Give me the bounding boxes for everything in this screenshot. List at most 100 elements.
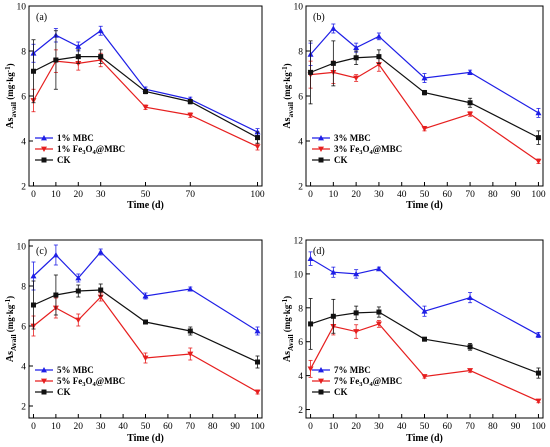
y-axis-title-unit: (mg·kg <box>282 72 292 102</box>
y-axis-title-subscript: Avail <box>286 334 295 351</box>
data-point <box>467 111 474 117</box>
x-axis: 0 10 20 30 40 50 60 70 80 90 100 <box>308 414 546 432</box>
y-axis: 2 4 6 8 10 12 <box>294 237 310 416</box>
x-tick-label: 0 <box>31 190 36 200</box>
y-axis-title-main: As <box>5 351 16 362</box>
data-point <box>535 135 541 141</box>
legend-label: CK <box>57 387 71 397</box>
x-tick-label: 20 <box>351 422 361 432</box>
legend-marker <box>318 389 324 395</box>
data-point <box>254 144 261 150</box>
legend-marker <box>318 378 324 384</box>
x-tick-label: 20 <box>74 190 84 200</box>
y-tick-label: 8 <box>21 48 26 58</box>
x-axis: 0 10 20 30 40 50 60 70 80 90 100 <box>31 414 265 432</box>
x-tick-label: 30 <box>96 190 106 200</box>
x-tick-label: 20 <box>74 422 84 432</box>
data-point <box>98 287 104 293</box>
legend-label-part: 1% MBC <box>57 133 94 143</box>
data-point <box>255 359 261 365</box>
y-axis-title-close: ) <box>282 63 292 66</box>
x-tick-label: 20 <box>351 190 361 200</box>
legend-marker <box>41 157 47 163</box>
data-point <box>467 294 474 301</box>
x-tick-label: 70 <box>465 422 475 432</box>
data-point <box>187 286 194 292</box>
y-tick-label: 10 <box>17 243 27 253</box>
y-tick-label: 6 <box>298 93 303 103</box>
data-point <box>375 33 382 39</box>
y-tick-label: 4 <box>298 372 303 382</box>
series-1 <box>307 251 542 338</box>
x-tick-label: 90 <box>230 422 240 432</box>
y-axis-title-exponent: -1 <box>4 66 12 72</box>
y-tick-label: 8 <box>298 48 303 58</box>
data-point <box>535 158 542 165</box>
y-axis-title-subscript: avail <box>9 102 18 117</box>
chart-panel-4: 0 10 20 30 40 50 60 70 80 90 100 2 4 6 8 10 12 Time (d) As… <box>281 237 546 445</box>
data-point <box>97 249 104 255</box>
y-axis-title-unit: (mg·kg <box>282 304 292 334</box>
data-point <box>75 317 82 323</box>
data-point <box>353 44 360 51</box>
chart-panel-2: 0 10 20 30 40 50 60 70 80 90 100 2 4 6 8 10 Time (d) Asav… <box>281 3 546 212</box>
series-line <box>33 251 258 332</box>
legend-label-part: @MBC <box>373 144 402 154</box>
data-point <box>375 321 382 327</box>
legend-label-part: CK <box>334 155 348 165</box>
series-3 <box>308 298 541 379</box>
data-point <box>142 355 149 361</box>
x-tick-label: 0 <box>308 190 313 200</box>
data-point <box>75 288 81 294</box>
y-tick-label: 12 <box>294 237 304 247</box>
legend-marker <box>41 378 47 384</box>
x-tick-label: 50 <box>141 422 151 432</box>
y-tick-label: 6 <box>298 338 303 348</box>
data-point <box>254 328 261 334</box>
data-point <box>353 310 359 316</box>
chart-panel-3: 0 10 20 30 40 50 60 70 80 90 100 2 4 6 8 10 Time (d) AsAv… <box>4 239 265 444</box>
y-axis-title: AsAvail (mg·kg-1) <box>281 296 295 362</box>
y-axis-title-close: ) <box>5 63 15 66</box>
legend-label-subscript: 4 <box>93 149 97 156</box>
x-tick-label: 60 <box>443 422 453 432</box>
data-point <box>330 60 336 66</box>
data-point <box>307 255 314 262</box>
legend-label-part: 5% Fe <box>57 376 82 386</box>
series-line <box>33 29 258 133</box>
series-1 <box>307 23 542 118</box>
series-line <box>33 56 258 139</box>
data-point <box>187 99 193 105</box>
y-tick-label: 2 <box>21 403 26 413</box>
panel-label: (b) <box>313 12 325 23</box>
x-tick-label: 10 <box>51 190 61 200</box>
legend-label: 7% MBC <box>334 365 371 375</box>
y-axis-title-unit: (mg·kg <box>5 304 15 334</box>
series-line <box>310 27 539 114</box>
legend-label: 3% Fe3O4@MBC <box>334 144 402 156</box>
data-point <box>467 344 473 350</box>
y-axis: 2 4 6 8 10 <box>294 3 310 193</box>
data-point <box>535 109 542 116</box>
x-tick-label: 10 <box>329 422 339 432</box>
data-point <box>254 389 261 395</box>
x-axis-title: Time (d) <box>406 433 443 444</box>
y-tick-label: 6 <box>21 323 26 333</box>
y-axis-title-exponent: -1 <box>281 66 289 72</box>
data-point <box>330 269 337 275</box>
y-tick-label: 6 <box>21 93 26 103</box>
data-point <box>187 328 193 334</box>
data-point <box>75 54 81 60</box>
series-line <box>310 258 539 336</box>
y-axis-title: Asavail (mg·kg-1) <box>4 63 18 128</box>
x-axis: 0 10 20 30 50 70 100 <box>31 182 265 200</box>
x-tick-label: 100 <box>250 190 265 200</box>
data-point <box>330 25 337 31</box>
y-axis-title-unit: (mg·kg <box>5 72 15 102</box>
y-tick-label: 2 <box>21 183 26 193</box>
x-tick-label: 10 <box>329 190 339 200</box>
y-axis-title: Asavail (mg·kg-1) <box>281 63 295 128</box>
x-tick-label: 100 <box>531 422 546 432</box>
